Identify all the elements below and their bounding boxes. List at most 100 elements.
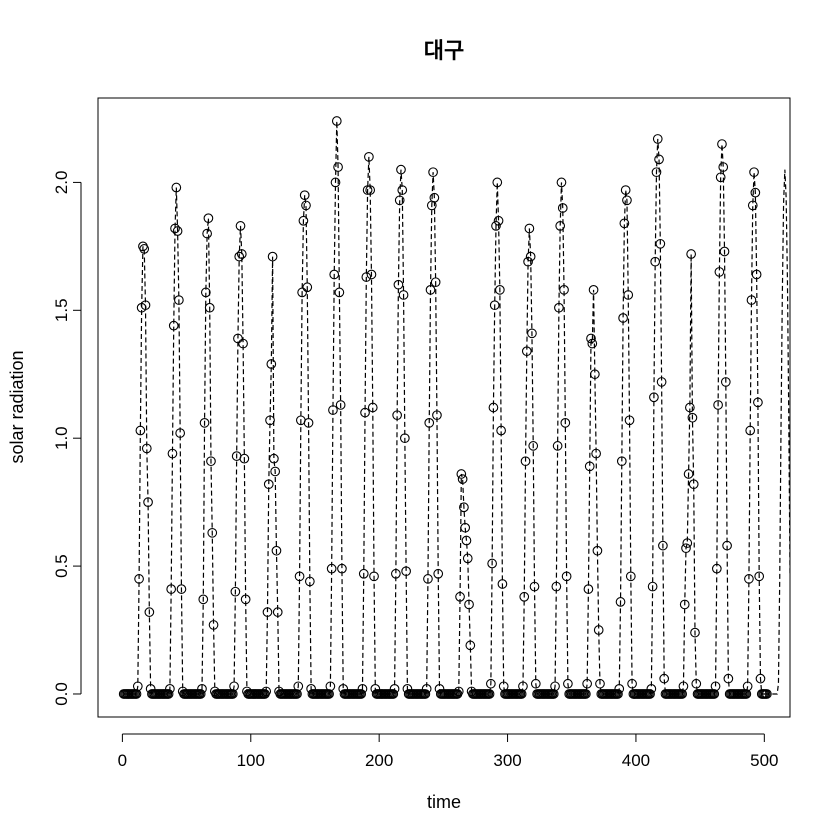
data-point: [331, 116, 342, 126]
data-point: [303, 418, 314, 428]
data-point: [658, 540, 668, 551]
data-point: [134, 574, 144, 584]
data-point: [334, 287, 345, 298]
data-point: [619, 218, 630, 229]
data-point: [659, 673, 670, 684]
data-point: [484, 689, 495, 699]
data-point: [452, 689, 463, 699]
data-point: [491, 221, 501, 231]
data-point: [552, 441, 563, 451]
data-point: [198, 594, 209, 605]
data-point: [589, 369, 600, 380]
data-point: [401, 566, 411, 577]
data-point: [430, 277, 441, 288]
data-point: [496, 425, 506, 436]
data-point: [330, 177, 341, 188]
data-point: [530, 678, 541, 689]
data-point: [650, 256, 661, 267]
data-point: [516, 689, 527, 699]
data-point: [262, 607, 273, 617]
data-point: [623, 290, 634, 300]
data-point: [754, 571, 765, 582]
data-point: [172, 226, 183, 236]
data-point: [679, 599, 690, 610]
data-point: [550, 681, 560, 692]
data-point: [556, 177, 567, 188]
data-point: [687, 412, 698, 423]
data-point: [358, 568, 369, 579]
data-point: [528, 441, 539, 451]
data-point: [677, 689, 688, 699]
data-point: [560, 418, 571, 428]
data-point: [683, 469, 694, 479]
data-point: [176, 584, 187, 594]
data-point: [655, 238, 666, 249]
data-point: [394, 195, 405, 206]
data-point: [755, 673, 766, 684]
data-point: [584, 461, 595, 472]
data-point: [715, 172, 726, 183]
data-point: [235, 221, 246, 231]
data-point: [453, 686, 464, 697]
data-point: [613, 689, 623, 699]
data-point: [518, 681, 528, 692]
data-point: [493, 215, 504, 226]
data-point: [357, 684, 368, 694]
data-point: [461, 535, 472, 546]
data-point: [240, 594, 251, 605]
data-point: [625, 571, 636, 582]
data-point: [464, 599, 474, 610]
data-point: [166, 584, 177, 594]
data-point: [171, 182, 182, 193]
data-point: [168, 320, 179, 331]
x-tick-label: 400: [622, 751, 650, 770]
data-point: [165, 684, 175, 694]
data-point: [425, 284, 436, 295]
data-point: [682, 538, 693, 548]
data-point: [616, 456, 627, 467]
data-point: [709, 689, 720, 699]
data-point: [229, 681, 239, 692]
data-point: [423, 574, 433, 584]
data-point: [392, 410, 402, 421]
data-point: [524, 223, 535, 234]
data-point: [688, 479, 699, 490]
data-point: [523, 256, 533, 267]
data-point: [529, 581, 540, 592]
data-point: [325, 681, 336, 692]
data-point: [132, 681, 143, 692]
data-point: [206, 456, 216, 467]
data-point: [762, 689, 772, 699]
data-point: [360, 407, 370, 418]
data-point: [555, 221, 566, 231]
data-point: [582, 678, 593, 689]
data-point: [391, 568, 401, 579]
data-point: [301, 200, 311, 211]
data-point: [397, 185, 408, 195]
data-point: [365, 185, 376, 195]
data-point: [233, 333, 243, 344]
data-point: [174, 295, 184, 305]
data-point: [131, 689, 142, 699]
data-point: [551, 581, 562, 592]
data-point: [749, 167, 759, 178]
data-point: [270, 466, 281, 477]
data-point: [199, 418, 210, 428]
y-tick-label: 0.0: [52, 682, 71, 706]
data-point: [722, 540, 732, 551]
data-point: [364, 151, 374, 162]
data-point: [433, 568, 444, 579]
data-point: [208, 620, 219, 630]
data-point: [324, 689, 334, 699]
data-point: [265, 415, 275, 426]
data-point: [455, 591, 465, 602]
data-point: [753, 397, 763, 408]
data-point: [647, 581, 658, 592]
data-point: [239, 453, 250, 464]
data-point: [328, 405, 338, 415]
data-point: [519, 591, 530, 602]
data-point: [554, 302, 564, 313]
data-point: [462, 553, 473, 564]
data-point: [139, 244, 150, 254]
